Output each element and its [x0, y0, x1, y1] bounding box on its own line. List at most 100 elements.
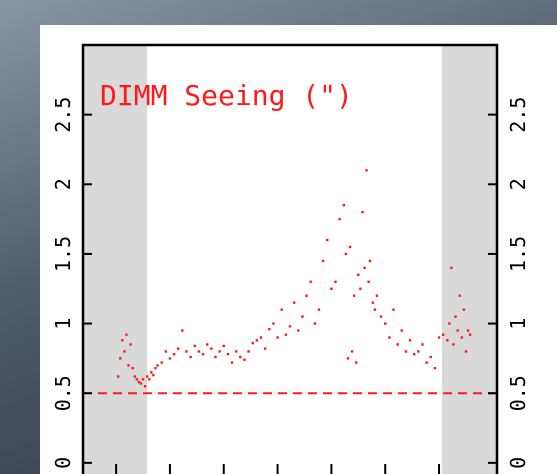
data-point: [119, 357, 122, 360]
data-point: [243, 358, 246, 361]
y2-tick-label: 0: [506, 457, 530, 469]
data-point: [417, 350, 420, 353]
data-point: [234, 350, 238, 353]
data-point: [137, 380, 141, 384]
data-point: [259, 336, 263, 339]
data-point: [460, 336, 464, 339]
y-tick-label: 2: [51, 178, 75, 190]
y2-tick-label: 1.5: [506, 236, 530, 272]
data-point: [367, 280, 370, 283]
data-point: [371, 301, 374, 304]
y-tick-label: 0: [51, 457, 75, 469]
data-point: [344, 252, 348, 256]
y-tick-label: 1.5: [51, 236, 75, 272]
y2-tick-label: 1: [506, 318, 530, 330]
data-point: [429, 355, 432, 359]
plot-frame: [81, 43, 499, 474]
data-point: [361, 210, 364, 214]
data-point: [150, 371, 153, 374]
data-point: [129, 343, 132, 346]
data-point: [160, 361, 163, 364]
data-point: [218, 350, 221, 353]
data-point: [268, 327, 271, 331]
data-point: [152, 373, 155, 377]
data-point: [185, 350, 188, 353]
data-point: [230, 361, 234, 364]
y-tick-label: 1: [51, 318, 75, 330]
data-point: [181, 329, 184, 332]
data-point: [193, 344, 196, 348]
y2-tick-label: 0.5: [506, 375, 530, 411]
data-point: [456, 329, 459, 332]
data-point: [413, 353, 416, 356]
data-point: [373, 308, 377, 311]
data-point: [441, 333, 445, 336]
data-point: [317, 308, 321, 311]
data-point: [400, 329, 403, 332]
data-point: [466, 329, 470, 332]
data-point: [392, 308, 395, 311]
chart-title: DIMM Seeing ("): [100, 79, 353, 112]
data-point: [404, 350, 408, 353]
data-point: [156, 364, 159, 367]
data-point: [201, 353, 205, 356]
data-point: [375, 294, 379, 297]
data-point: [143, 385, 147, 388]
data-point: [357, 273, 360, 277]
data-point: [226, 353, 230, 356]
data-point: [368, 259, 372, 263]
data-point: [468, 333, 472, 336]
data-point: [145, 375, 149, 378]
data-point: [255, 339, 259, 342]
data-point: [189, 355, 192, 359]
data-point: [350, 350, 354, 353]
data-point: [239, 355, 242, 359]
data-point: [116, 375, 120, 378]
y2-tick-label: 2: [506, 178, 530, 190]
data-point: [292, 301, 296, 304]
y2-tick-label: 2.5: [506, 97, 530, 133]
data-point: [359, 287, 362, 290]
data-point: [301, 315, 304, 318]
y-tick-label: 0.5: [51, 375, 75, 411]
data-point: [355, 361, 358, 364]
data-point: [348, 245, 352, 249]
data-point: [388, 336, 391, 339]
data-point: [123, 350, 126, 353]
data-point: [326, 238, 329, 242]
data-point: [421, 343, 424, 346]
data-point: [154, 366, 157, 370]
data-point: [133, 375, 136, 378]
data-point: [464, 350, 468, 353]
data-point: [121, 339, 124, 342]
data-point: [321, 259, 325, 263]
data-point: [214, 355, 217, 359]
data-point: [131, 366, 134, 370]
data-point: [305, 294, 308, 297]
data-point: [450, 266, 453, 270]
data-point: [222, 344, 225, 348]
data-point: [141, 378, 145, 381]
shaded-region: [441, 45, 497, 474]
data-point: [297, 329, 300, 332]
data-point: [452, 343, 455, 346]
data-point: [164, 350, 167, 353]
shaded-region: [83, 45, 148, 474]
data-point: [135, 378, 139, 381]
data-point: [396, 343, 399, 346]
data-point: [251, 341, 254, 345]
data-point: [379, 315, 383, 318]
data-point: [272, 322, 275, 325]
y-tick-label: 2.5: [51, 97, 75, 133]
data-point: [284, 333, 288, 336]
data-point: [446, 339, 449, 342]
data-point: [210, 347, 213, 350]
data-point: [168, 357, 172, 360]
data-point: [148, 378, 151, 381]
data-point: [384, 322, 387, 325]
data-point: [437, 336, 441, 339]
data-point: [139, 382, 143, 385]
data-point: [454, 315, 457, 318]
